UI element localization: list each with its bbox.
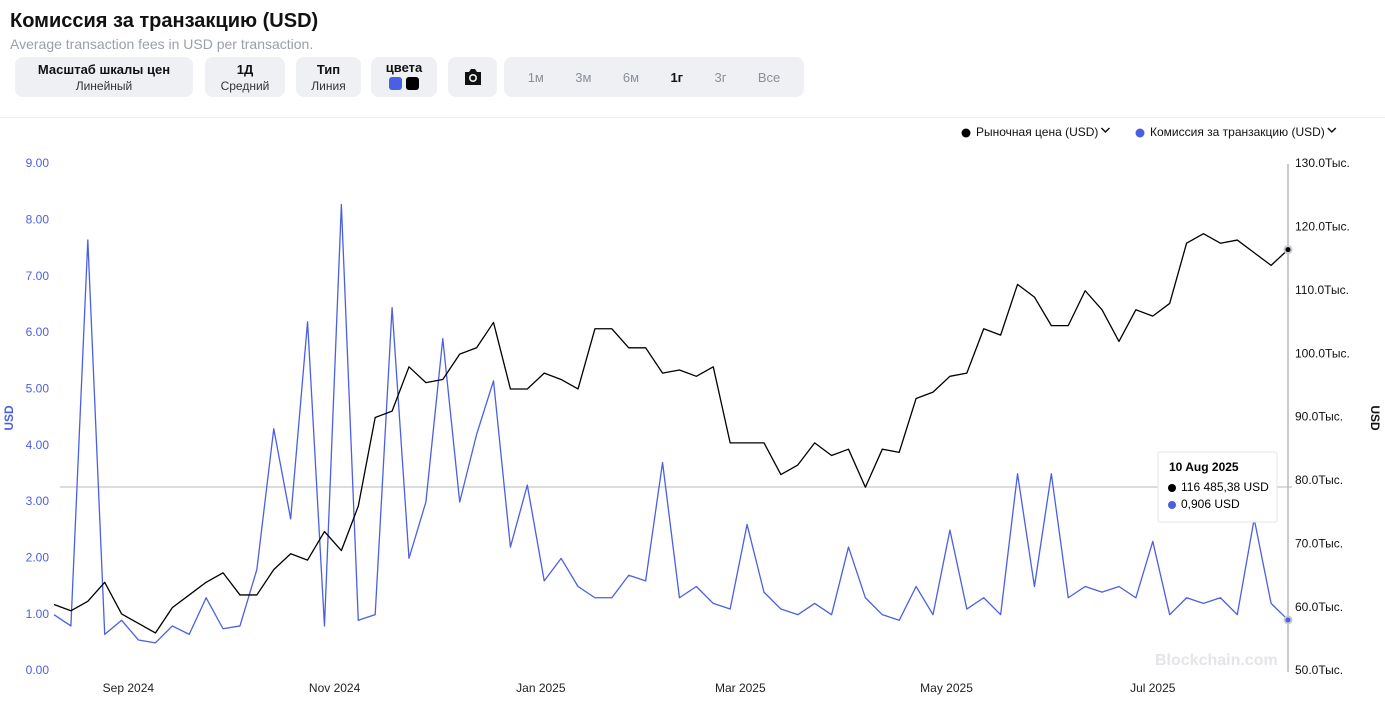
screenshot-button[interactable] bbox=[448, 57, 497, 97]
y2-tick-label: 110.0Тыс. bbox=[1295, 283, 1349, 297]
x-tick-label: Jul 2025 bbox=[1130, 681, 1176, 695]
y-axis-title: USD bbox=[2, 405, 16, 431]
y-tick-label: 0.00 bbox=[26, 663, 50, 677]
legend-dot bbox=[961, 128, 971, 138]
plot-area bbox=[53, 203, 1293, 644]
button-label: 1Д bbox=[236, 61, 254, 77]
color-swatch[interactable] bbox=[389, 76, 402, 90]
series-line bbox=[53, 203, 1289, 644]
scale-button[interactable]: Масштаб шкалы цен Линейный bbox=[15, 57, 193, 97]
button-label: цвета bbox=[385, 59, 423, 75]
legend-chevron bbox=[1327, 127, 1337, 134]
x-tick-label: May 2025 bbox=[920, 681, 973, 695]
range-button[interactable]: 3м bbox=[575, 69, 592, 85]
y-tick-label: 4.00 bbox=[26, 438, 50, 452]
range-button[interactable]: 3г bbox=[714, 69, 727, 85]
range-button[interactable]: 6м bbox=[622, 69, 640, 85]
tooltip-line: 116 485,38 USD bbox=[1181, 480, 1269, 494]
button-value: Линейный bbox=[75, 78, 133, 93]
color-swatch[interactable] bbox=[406, 76, 419, 90]
y-tick-label: 8.00 bbox=[26, 213, 50, 227]
y-tick-label: 9.00 bbox=[26, 156, 50, 170]
y2-tick-label: 60.0Тыс. bbox=[1295, 600, 1343, 614]
legend: Рыночная цена (USD) Комиссия за транзакци… bbox=[961, 125, 1337, 139]
legend-chevron bbox=[1100, 127, 1110, 134]
period-button[interactable]: 1Д Средний bbox=[205, 57, 285, 97]
legend-dot bbox=[1135, 128, 1145, 138]
y-tick-label: 5.00 bbox=[26, 382, 50, 396]
swatches bbox=[387, 75, 421, 95]
y2-tick-label: 50.0Тыс. bbox=[1295, 663, 1343, 677]
button-label: Масштаб шкалы цен bbox=[37, 61, 171, 77]
series-line bbox=[53, 233, 1289, 634]
button-label: Тип bbox=[316, 61, 341, 77]
x-tick-label: Nov 2024 bbox=[309, 681, 361, 695]
tooltip-dot bbox=[1168, 501, 1176, 509]
tooltip-dot bbox=[1168, 484, 1176, 492]
range-button[interactable]: Все bbox=[757, 69, 781, 85]
end-marker bbox=[1283, 245, 1293, 255]
range-selector: 1м 3м 6м 1г 3г Все bbox=[504, 57, 804, 97]
x-tick-label: Jan 2025 bbox=[516, 681, 566, 695]
button-value: Средний bbox=[220, 78, 270, 93]
y-tick-label: 2.00 bbox=[26, 551, 50, 565]
range-button[interactable]: 1м bbox=[527, 69, 544, 85]
y-tick-label: 7.00 bbox=[26, 269, 50, 283]
colors-button[interactable]: цвета bbox=[371, 57, 437, 97]
y-tick-label: 6.00 bbox=[26, 325, 50, 339]
watermark: Blockchain.com bbox=[1155, 652, 1278, 669]
legend-label[interactable]: Рыночная цена (USD) bbox=[976, 125, 1098, 139]
camera-icon bbox=[464, 69, 481, 85]
range-button[interactable]: 1г bbox=[670, 69, 684, 85]
x-tick-label: Sep 2024 bbox=[103, 681, 155, 695]
divider bbox=[0, 117, 1385, 118]
y2-tick-label: 130.0Тыс. bbox=[1295, 156, 1350, 170]
y-tick-label: 3.00 bbox=[26, 494, 50, 508]
y-tick-label: 1.00 bbox=[26, 607, 50, 621]
y2-tick-label: 70.0Тыс. bbox=[1295, 536, 1343, 550]
tooltip-title: 10 Aug 2025 bbox=[1169, 460, 1239, 474]
button-value: Линия bbox=[311, 78, 346, 93]
x-tick-label: Mar 2025 bbox=[715, 681, 766, 695]
page-title: Комиссия за транзакцию (USD) bbox=[10, 10, 319, 32]
tooltip: 10 Aug 2025 116 485,38 USD 0,906 USD bbox=[1157, 451, 1278, 523]
y2-tick-label: 90.0Тыс. bbox=[1295, 410, 1343, 424]
legend-label[interactable]: Комиссия за транзакцию (USD) bbox=[1150, 125, 1325, 139]
y2-tick-label: 120.0Тыс. bbox=[1295, 220, 1350, 234]
page-subtitle: Average transaction fees in USD per tran… bbox=[10, 36, 314, 52]
end-marker bbox=[1283, 615, 1293, 625]
y2-axis-title: USD bbox=[1368, 405, 1382, 431]
type-button[interactable]: Тип Линия bbox=[296, 57, 361, 97]
y2-tick-label: 100.0Тыс. bbox=[1295, 346, 1350, 360]
tooltip-box bbox=[1157, 451, 1278, 523]
tooltip-line: 0,906 USD bbox=[1181, 497, 1240, 511]
y2-tick-label: 80.0Тыс. bbox=[1295, 473, 1343, 487]
